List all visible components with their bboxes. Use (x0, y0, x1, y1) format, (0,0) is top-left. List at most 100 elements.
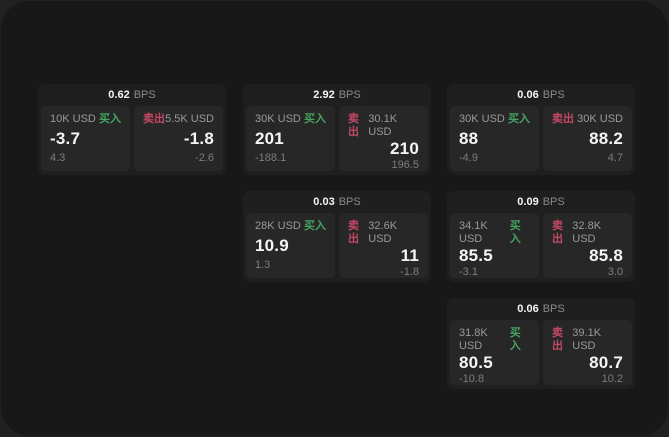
buy-price: 201 (255, 129, 284, 148)
buy-sub-value: -4.9 (459, 152, 478, 164)
buy-notional: 10K USD (50, 113, 96, 125)
sell-price: 88.2 (589, 129, 623, 148)
card-header: 0.03 BPS (246, 191, 428, 213)
buy-price: 88 (459, 129, 479, 148)
sell-price: 80.7 (589, 353, 623, 372)
bps-unit-label: BPS (542, 196, 565, 208)
buy-panel-header: 31.8K USD 买入 (459, 327, 530, 353)
bps-unit-label: BPS (542, 303, 565, 315)
quote-card: 2.92 BPS 30K USD 买入 201 -188.1 卖出 30.1K … (243, 84, 431, 175)
bps-spread-value: 2.92 (313, 89, 335, 101)
sell-price: 11 (400, 246, 419, 265)
sell-panel-header: 卖出 30K USD (552, 113, 623, 126)
card-header: 0.09 BPS (450, 191, 632, 213)
sell-notional: 32.8K USD (572, 220, 602, 245)
card-body: 31.8K USD 买入 80.5 -10.8 卖出 39.1K USD 80.… (450, 320, 632, 385)
card-header: 0.06 BPS (450, 298, 632, 320)
sell-notional: 30K USD (577, 113, 623, 125)
buy-panel[interactable]: 34.1K USD 买入 85.5 -3.1 (450, 213, 539, 278)
buy-panel-header: 10K USD 买入 (50, 113, 121, 126)
buy-notional: 28K USD (255, 220, 301, 232)
sell-sub-value: 3.0 (607, 266, 623, 278)
sell-side-label: 卖出 (552, 113, 574, 125)
sell-side-label: 卖出 (143, 113, 165, 125)
sell-panel[interactable]: 卖出 32.6K USD 11 -1.8 (339, 213, 428, 278)
sell-panel-header: 卖出 30.1K USD (348, 113, 419, 139)
quote-card: 0.06 BPS 31.8K USD 买入 80.5 -10.8 卖出 39.1… (447, 298, 635, 389)
sell-sub-value: -2.6 (195, 152, 214, 164)
sell-sub-value: -1.8 (400, 266, 419, 278)
buy-panel[interactable]: 28K USD 买入 10.9 1.3 (246, 213, 335, 278)
card-header: 0.62 BPS (41, 84, 223, 106)
buy-panel-header: 28K USD 买入 (255, 220, 326, 233)
buy-sub-value: 1.3 (255, 259, 271, 271)
bps-spread-value: 0.06 (517, 89, 539, 101)
sell-panel-header: 卖出 32.8K USD (552, 220, 623, 246)
buy-panel[interactable]: 30K USD 买入 88 -4.9 (450, 106, 539, 171)
sell-notional: 39.1K USD (572, 327, 602, 352)
buy-sub-value: -188.1 (255, 152, 287, 164)
bps-unit-label: BPS (338, 89, 361, 101)
buy-notional: 30K USD (255, 113, 301, 125)
sell-price: 85.8 (589, 246, 623, 265)
card-body: 10K USD 买入 -3.7 4.3 卖出 5.5K USD -1.8 -2.… (41, 106, 223, 171)
buy-sub-value: 4.3 (50, 152, 66, 164)
card-header: 2.92 BPS (246, 84, 428, 106)
buy-panel[interactable]: 30K USD 买入 201 -188.1 (246, 106, 335, 171)
quote-card: 0.03 BPS 28K USD 买入 10.9 1.3 卖出 32.6K US… (243, 191, 431, 282)
card-body: 30K USD 买入 201 -188.1 卖出 30.1K USD 210 1… (246, 106, 428, 171)
card-body: 34.1K USD 买入 85.5 -3.1 卖出 32.8K USD 85.8… (450, 213, 632, 278)
buy-sub-value: -10.8 (459, 373, 485, 385)
card-body: 30K USD 买入 88 -4.9 卖出 30K USD 88.2 4.7 (450, 106, 632, 171)
sell-panel[interactable]: 卖出 30.1K USD 210 196.5 (339, 106, 428, 171)
sell-notional: 5.5K USD (165, 113, 214, 125)
buy-side-label: 买入 (509, 220, 521, 245)
sell-panel-header: 卖出 39.1K USD (552, 327, 623, 353)
buy-sub-value: -3.1 (459, 266, 478, 278)
sell-side-label: 卖出 (348, 113, 359, 138)
buy-price: 85.5 (459, 246, 493, 265)
bps-unit-label: BPS (542, 89, 565, 101)
sell-panel[interactable]: 卖出 39.1K USD 80.7 10.2 (543, 320, 632, 385)
sell-side-label: 卖出 (552, 327, 563, 352)
quote-card: 0.62 BPS 10K USD 买入 -3.7 4.3 卖出 5.5K USD… (38, 84, 226, 175)
buy-side-label: 买入 (508, 113, 530, 125)
buy-price: -3.7 (50, 129, 81, 148)
sell-price: 210 (390, 139, 419, 158)
quote-card: 0.09 BPS 34.1K USD 买入 85.5 -3.1 卖出 32.8K… (447, 191, 635, 282)
sell-sub-value: 196.5 (391, 159, 419, 171)
buy-panel[interactable]: 31.8K USD 买入 80.5 -10.8 (450, 320, 539, 385)
sell-panel[interactable]: 卖出 32.8K USD 85.8 3.0 (543, 213, 632, 278)
buy-price: 10.9 (255, 236, 289, 255)
sell-panel[interactable]: 卖出 5.5K USD -1.8 -2.6 (134, 106, 223, 171)
buy-notional: 30K USD (459, 113, 505, 125)
buy-side-label: 买入 (509, 327, 521, 352)
bps-unit-label: BPS (133, 89, 156, 101)
bps-spread-value: 0.09 (517, 196, 539, 208)
buy-side-label: 买入 (99, 113, 121, 125)
sell-panel-header: 卖出 32.6K USD (348, 220, 419, 246)
buy-panel-header: 34.1K USD 买入 (459, 220, 530, 246)
sell-panel[interactable]: 卖出 30K USD 88.2 4.7 (543, 106, 632, 171)
quote-card: 0.06 BPS 30K USD 买入 88 -4.9 卖出 30K USD 8… (447, 84, 635, 175)
sell-side-label: 卖出 (552, 220, 563, 245)
buy-notional: 34.1K USD (459, 220, 488, 245)
sell-price: -1.8 (183, 129, 214, 148)
sell-sub-value: 4.7 (607, 152, 623, 164)
card-header: 0.06 BPS (450, 84, 632, 106)
buy-side-label: 买入 (304, 220, 326, 232)
buy-side-label: 买入 (304, 113, 326, 125)
buy-panel[interactable]: 10K USD 买入 -3.7 4.3 (41, 106, 130, 171)
bps-spread-value: 0.06 (517, 303, 539, 315)
buy-panel-header: 30K USD 买入 (459, 113, 530, 126)
card-body: 28K USD 买入 10.9 1.3 卖出 32.6K USD 11 -1.8 (246, 213, 428, 278)
sell-notional: 32.6K USD (368, 220, 398, 245)
sell-sub-value: 10.2 (601, 373, 623, 385)
sell-side-label: 卖出 (348, 220, 359, 245)
sell-panel-header: 卖出 5.5K USD (143, 113, 214, 126)
buy-price: 80.5 (459, 353, 493, 372)
buy-notional: 31.8K USD (459, 327, 488, 352)
bps-unit-label: BPS (338, 196, 361, 208)
